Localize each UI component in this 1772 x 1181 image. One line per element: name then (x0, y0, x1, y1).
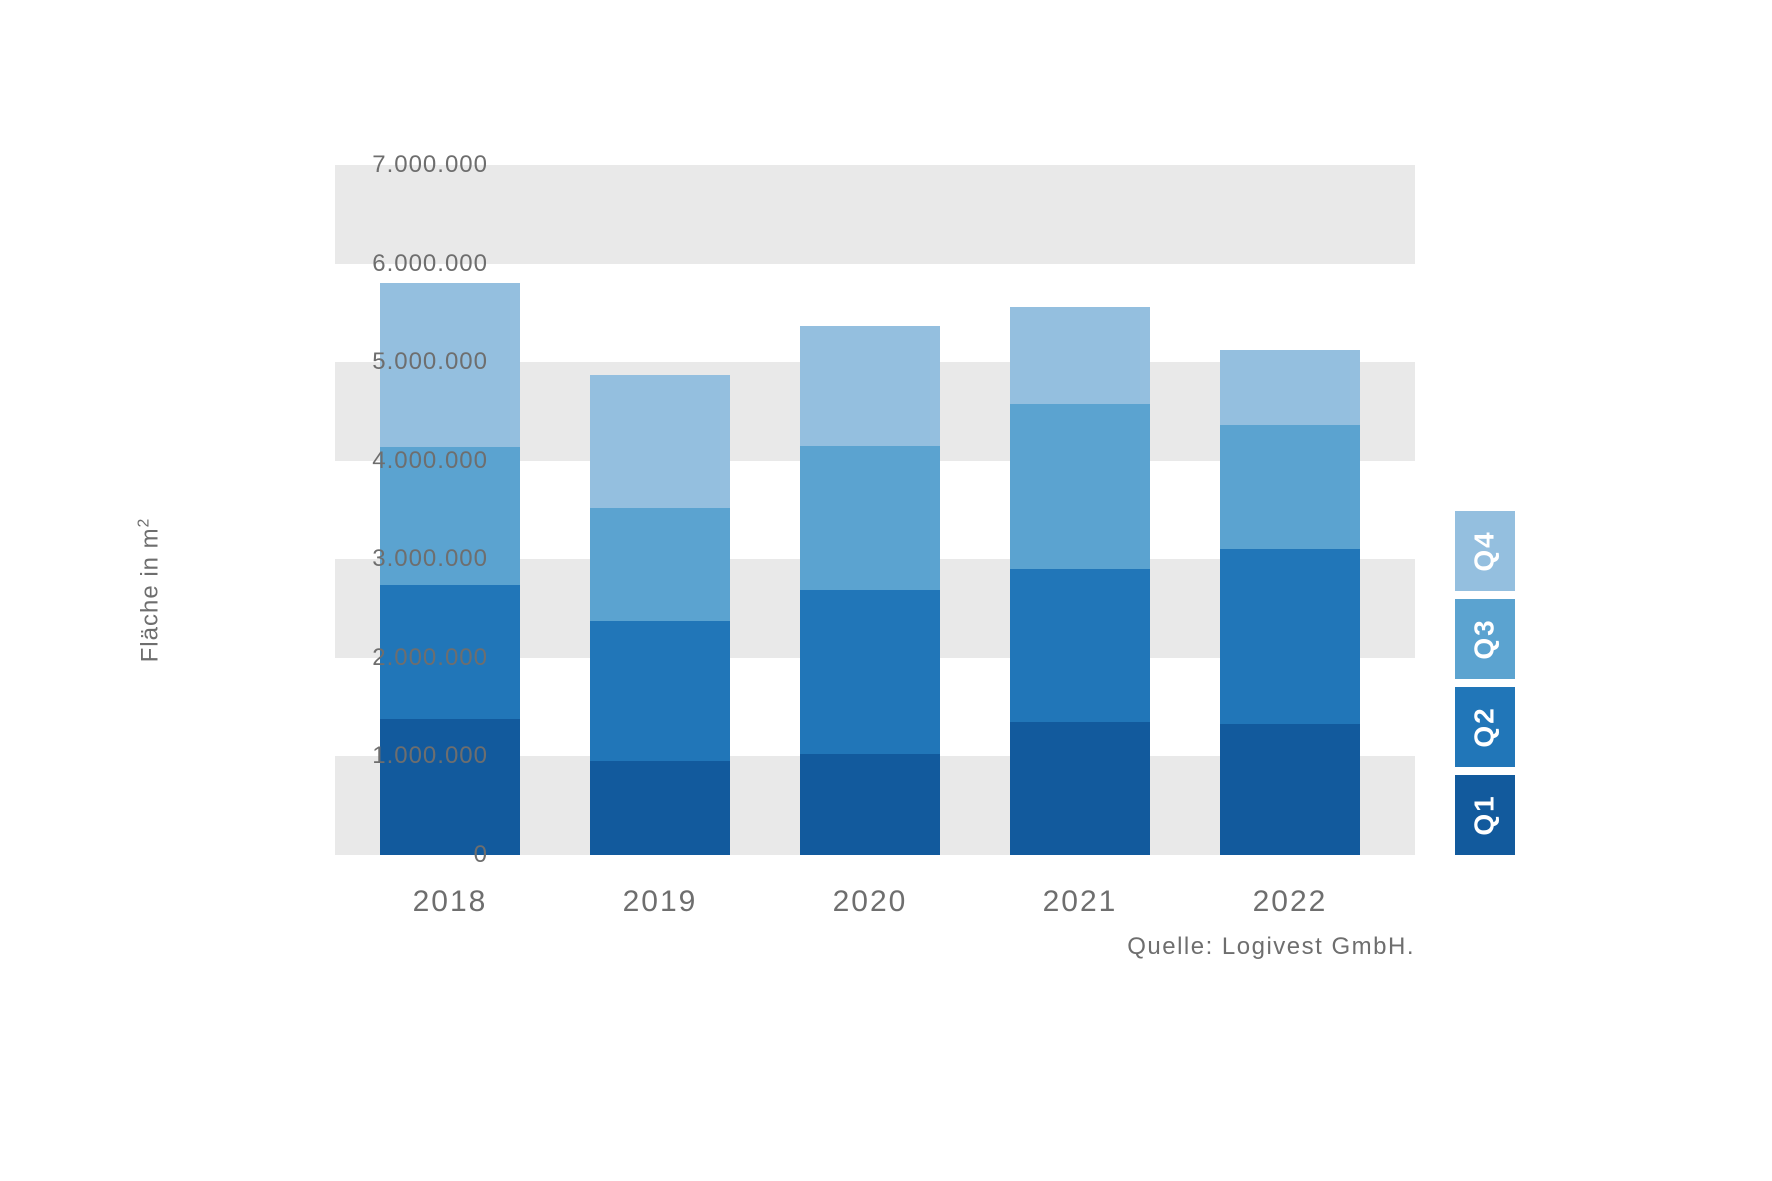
plot-area (335, 165, 1415, 855)
legend-item-Q2: Q2 (1455, 687, 1515, 767)
y-tick-label: 1.000.000 (348, 742, 488, 770)
bar-seg-2021-Q1 (1010, 722, 1150, 855)
bar-seg-2021-Q3 (1010, 404, 1150, 570)
y-tick-label: 5.000.000 (348, 348, 488, 376)
y-tick-label: 3.000.000 (348, 545, 488, 573)
bar-seg-2019-Q1 (590, 761, 730, 855)
y-tick-label: 2.000.000 (348, 644, 488, 672)
chart-legend: Q1 Q2 Q3 Q4 (1455, 165, 1515, 855)
source-text: Quelle: Logivest GmbH. (1127, 933, 1415, 961)
bar-seg-2021-Q4 (1010, 307, 1150, 404)
stacked-bar-chart: Fläche in m2 Q1Q2Q3Q4 Quelle: Logivest G… (180, 165, 1580, 1015)
bar-seg-2021-Q2 (1010, 569, 1150, 722)
legend-label: Q2 (1469, 706, 1501, 747)
x-tick-label: 2019 (560, 885, 760, 919)
bar-seg-2022-Q1 (1220, 724, 1360, 855)
legend-label: Q1 (1469, 794, 1501, 835)
legend-item-Q3: Q3 (1455, 599, 1515, 679)
legend-label: Q3 (1469, 618, 1501, 659)
grid-band (335, 165, 1415, 264)
legend-label: Q4 (1469, 530, 1501, 571)
bar-seg-2020-Q4 (800, 326, 940, 446)
bar-seg-2019-Q4 (590, 375, 730, 508)
bar-seg-2018-Q1 (380, 719, 520, 855)
bar-seg-2022-Q3 (1220, 425, 1360, 549)
bar-seg-2020-Q3 (800, 446, 940, 590)
x-tick-label: 2021 (980, 885, 1180, 919)
bar-seg-2022-Q4 (1220, 350, 1360, 425)
x-tick-label: 2018 (350, 885, 550, 919)
legend-item-Q4: Q4 (1455, 511, 1515, 591)
bar-seg-2019-Q2 (590, 621, 730, 761)
x-tick-label: 2020 (770, 885, 970, 919)
page: Fläche in m2 Q1 Q2 Q3 Q4 Quelle: Logivest G… (0, 0, 1772, 1181)
y-axis-title: Fläche in m2 (136, 518, 165, 663)
bar-seg-2020-Q1 (800, 754, 940, 855)
bar-seg-2022-Q2 (1220, 549, 1360, 723)
bar-seg-2020-Q2 (800, 590, 940, 755)
y-tick-label: 6.000.000 (348, 250, 488, 278)
legend-item-Q1: Q1 (1455, 775, 1515, 855)
x-tick-label: 2022 (1190, 885, 1390, 919)
bar-seg-2019-Q3 (590, 508, 730, 621)
y-tick-label: 4.000.000 (348, 447, 488, 475)
y-tick-label: 0 (348, 841, 488, 869)
y-tick-label: 7.000.000 (348, 151, 488, 179)
